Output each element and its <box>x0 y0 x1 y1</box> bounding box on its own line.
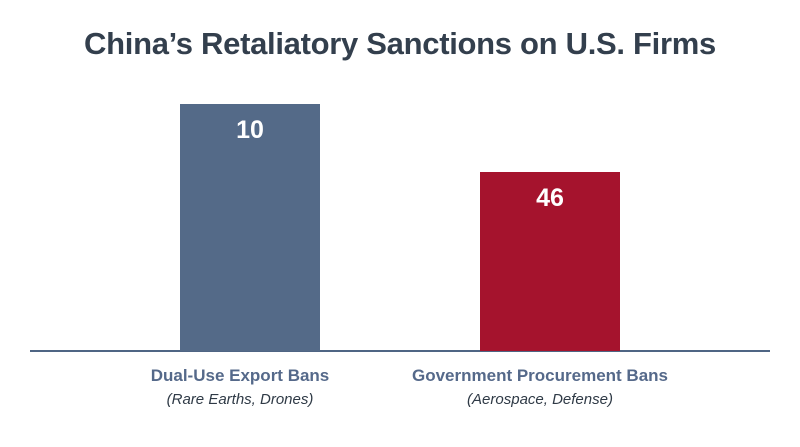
category-sublabel-first: (Rare Earths, Drones) <box>167 391 314 408</box>
bar-first <box>180 104 320 351</box>
category-label-second: Government Procurement Bans <box>412 366 668 385</box>
category-sublabel-second: (Aerospace, Defense) <box>467 391 613 408</box>
bar-value-label-second: 46 <box>536 184 564 212</box>
bars-group: 10 46 <box>180 104 620 351</box>
category-labels-group: Dual-Use Export Bans (Rare Earths, Drones… <box>151 366 668 408</box>
category-label-first: Dual-Use Export Bans <box>151 366 330 385</box>
bar-second <box>480 172 620 351</box>
chart-title: China’s Retaliatory Sanctions on U.S. Fi… <box>84 26 716 61</box>
bar-value-label-first: 10 <box>236 116 264 144</box>
